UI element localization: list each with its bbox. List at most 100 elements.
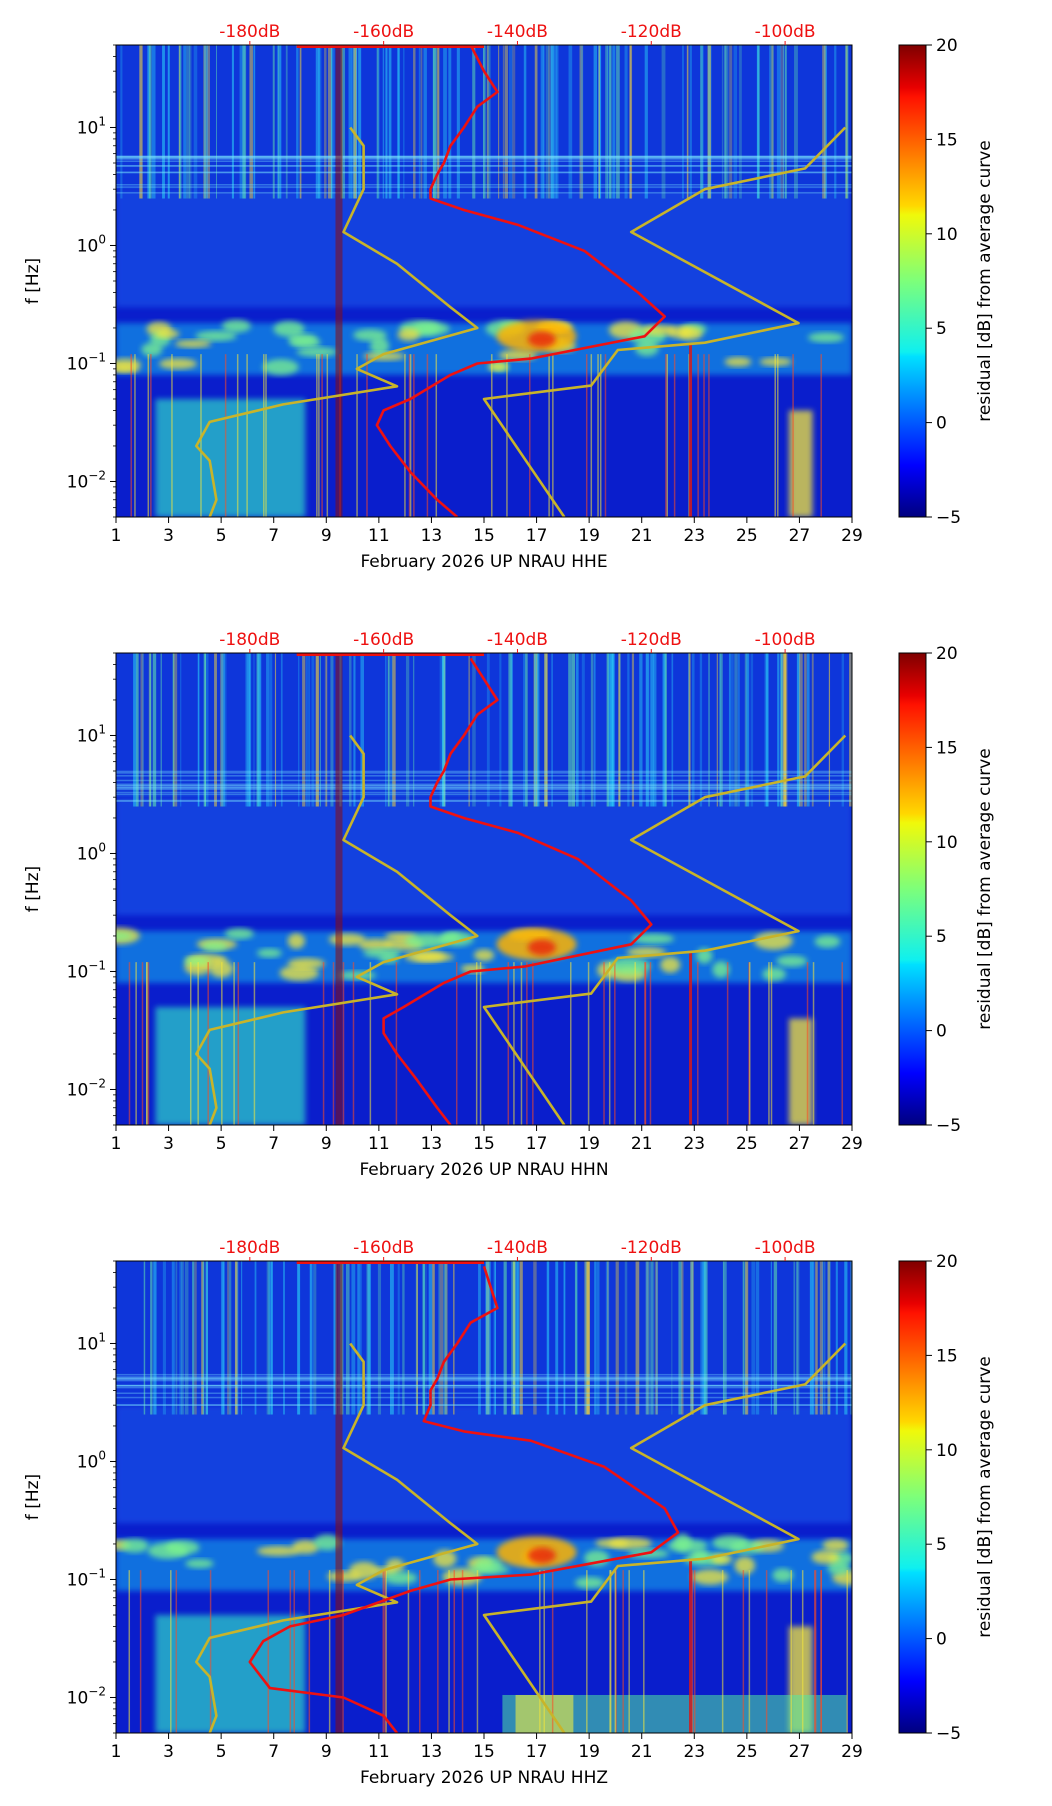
- microseism-blob: [468, 1565, 510, 1575]
- transient-spike: [147, 962, 150, 1125]
- transient-spike: [644, 962, 646, 1125]
- transient-spike: [841, 962, 843, 1125]
- texture-streak: [442, 653, 444, 807]
- texture-streak: [202, 1261, 205, 1415]
- texture-streak: [508, 45, 513, 199]
- texture-streak: [554, 45, 557, 199]
- transient-spike: [366, 354, 368, 517]
- texture-streak: [353, 653, 356, 807]
- transient-spike: [673, 354, 676, 517]
- texture-streak: [160, 653, 162, 807]
- transient-spike: [586, 1570, 588, 1733]
- texture-line: [116, 800, 852, 802]
- texture-streak: [785, 653, 788, 807]
- texture-streak: [568, 653, 571, 807]
- texture-streak: [563, 1261, 566, 1415]
- texture-streak: [686, 45, 689, 199]
- texture-line: [116, 799, 852, 802]
- texture-streak: [716, 653, 719, 807]
- x-tick-label: 29: [841, 1742, 863, 1762]
- texture-streak: [448, 45, 452, 199]
- transient-spike: [263, 354, 265, 517]
- texture-streak: [402, 1261, 405, 1415]
- texture-streak: [755, 1261, 760, 1415]
- texture-streak: [746, 653, 750, 807]
- texture-streak: [605, 45, 608, 199]
- x-tick-label: 3: [163, 1742, 174, 1762]
- texture-streak: [313, 1261, 317, 1415]
- transient-spike: [369, 962, 372, 1125]
- texture-streak: [609, 45, 612, 199]
- storm-core: [527, 939, 556, 956]
- texture-streak: [296, 45, 299, 199]
- texture-streak: [494, 1261, 496, 1415]
- texture-line: [116, 1384, 852, 1387]
- texture-streak: [845, 45, 848, 199]
- texture-streak: [689, 45, 692, 199]
- texture-streak: [153, 1261, 157, 1415]
- transient-spike: [520, 962, 523, 1125]
- texture-streak: [405, 653, 410, 807]
- texture-line: [116, 184, 852, 186]
- texture-streak: [644, 45, 648, 199]
- texture-line: [116, 1404, 852, 1406]
- texture-streak: [499, 653, 502, 807]
- x-tick-label: 27: [789, 526, 811, 546]
- texture-streak: [793, 1261, 795, 1415]
- texture-streak: [512, 1261, 516, 1415]
- texture-streak: [751, 1261, 756, 1415]
- texture-streak: [315, 45, 320, 199]
- transient-spike: [801, 1570, 804, 1733]
- transient-spike: [189, 962, 192, 1125]
- texture-streak: [596, 1261, 600, 1415]
- microseism-blob: [753, 931, 793, 950]
- texture-streak: [681, 1261, 684, 1415]
- x-tick-label: 23: [683, 526, 705, 546]
- transient-spike: [643, 1570, 645, 1733]
- texture-streak: [780, 45, 784, 199]
- texture-streak: [227, 1261, 230, 1415]
- mean-psd-top-segment: [296, 653, 484, 656]
- transient-spike: [316, 354, 318, 517]
- texture-streak: [436, 45, 439, 199]
- x-tick-label: 25: [736, 526, 758, 546]
- transient-spike: [147, 354, 150, 517]
- texture-streak: [367, 1261, 371, 1415]
- texture-streak: [594, 653, 596, 807]
- texture-streak: [432, 1261, 435, 1415]
- transient-spike: [395, 962, 398, 1125]
- texture-streak: [819, 1261, 823, 1415]
- microseism-blob: [397, 328, 420, 342]
- transient-spike: [691, 1570, 694, 1733]
- transient-spike: [342, 1570, 344, 1733]
- texture-streak: [308, 653, 311, 807]
- colorbar: 20 15 10 5 0 −5 residual [dB] from average cur…: [898, 1252, 995, 1744]
- transient-spike: [777, 354, 779, 517]
- texture-streak: [581, 653, 585, 807]
- microseism-blob: [256, 948, 282, 958]
- transient-spike: [774, 354, 776, 517]
- db-tick-label: -160dB: [353, 630, 414, 650]
- texture-streak: [627, 653, 630, 807]
- x-tick-label: 21: [631, 1742, 653, 1762]
- texture-streak: [483, 45, 486, 199]
- texture-streak: [172, 653, 175, 807]
- texture-streak: [639, 653, 643, 807]
- y-tick-label: 10−1: [67, 1566, 106, 1590]
- transient-spike: [768, 962, 770, 1125]
- texture-streak: [319, 653, 322, 807]
- texture-streak: [728, 653, 731, 807]
- texture-streak: [175, 1261, 178, 1415]
- colorbar-tick-label: 15: [936, 130, 958, 150]
- texture-streak: [439, 653, 443, 807]
- microseism-blob: [439, 931, 474, 947]
- texture-streak: [533, 1261, 537, 1415]
- transient-spike: [453, 1570, 456, 1733]
- transient-spike: [308, 1570, 311, 1733]
- texture-streak: [147, 45, 150, 199]
- microseism-blob: [155, 329, 180, 339]
- texture-streak: [542, 45, 545, 199]
- texture-streak: [534, 45, 538, 199]
- x-tick-label: 25: [736, 1742, 758, 1762]
